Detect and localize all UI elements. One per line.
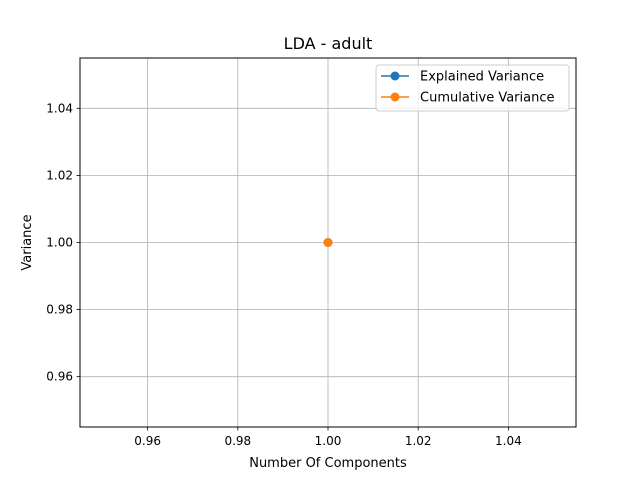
x-tick-label: 0.96 [134,434,161,448]
legend-marker-cumulative-variance [390,92,400,102]
chart-title: LDA - adult [284,34,373,53]
data-point-cumulative-variance [323,238,333,247]
legend-frame [375,64,570,112]
y-tick-label: 1.00 [46,236,73,250]
x-tick-label: 1.04 [495,434,522,448]
series-layer [323,238,333,247]
y-axis-label: Variance [20,214,35,270]
legend-label-explained-variance: Explained Variance [420,70,544,85]
y-axis: 0.96 0.98 1.00 1.02 1.04 [46,101,80,384]
legend-marker-explained-variance [390,71,400,81]
x-tick-label: 0.98 [224,434,251,448]
y-tick-label: 0.98 [46,303,73,317]
x-axis-label: Number Of Components [249,456,407,471]
x-axis: 0.96 0.98 1.00 1.02 1.04 [134,427,522,448]
x-tick-label: 1.00 [315,434,342,448]
y-tick-label: 0.96 [46,370,73,384]
legend: Explained Variance Cumulative Variance [375,64,570,112]
y-tick-label: 1.02 [46,168,73,182]
x-tick-label: 1.02 [405,434,432,448]
y-tick-label: 1.04 [46,101,73,115]
legend-label-cumulative-variance: Cumulative Variance [420,91,555,106]
